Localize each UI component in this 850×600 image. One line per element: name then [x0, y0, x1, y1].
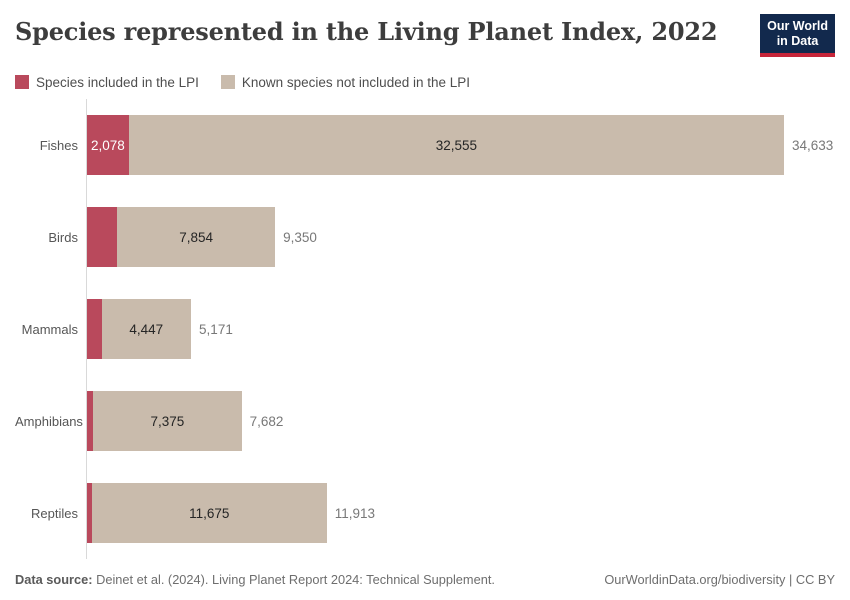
- chart-row-amphibians: Amphibians 7,375 7,682: [15, 375, 835, 467]
- data-source-label: Data source:: [15, 572, 93, 587]
- chart-row-birds: Birds 7,854 9,350: [15, 191, 835, 283]
- total-value-label: 5,171: [199, 321, 233, 337]
- legend-label: Species included in the LPI: [36, 74, 199, 90]
- chart-row-mammals: Mammals 4,447 5,171: [15, 283, 835, 375]
- total-value-label: 11,913: [334, 505, 376, 521]
- bar-segment-not-included[interactable]: 32,555: [128, 115, 784, 175]
- plot-area: 4,447 5,171: [86, 283, 835, 375]
- chart-header: Species represented in the Living Planet…: [15, 14, 835, 62]
- plot-area: 11,675 11,913: [86, 467, 835, 559]
- legend-swatch-icon: [15, 75, 29, 89]
- data-source: Data source: Deinet et al. (2024). Livin…: [15, 572, 495, 587]
- total-value-label: 7,682: [249, 413, 284, 429]
- data-source-text: Deinet et al. (2024). Living Planet Repo…: [92, 572, 495, 587]
- category-label: Amphibians: [15, 413, 83, 429]
- stacked-bar: 2,078 32,555: [87, 115, 784, 175]
- category-label: Fishes: [39, 137, 78, 153]
- category-label: Birds: [48, 229, 78, 245]
- plot-area: 7,854 9,350: [86, 191, 835, 283]
- stacked-bar: 11,675: [87, 483, 327, 543]
- credit-link[interactable]: OurWorldinData.org/biodiversity | CC BY: [604, 572, 835, 587]
- plot-area: 7,375 7,682: [86, 375, 835, 467]
- bar-segment-not-included[interactable]: 7,854: [117, 207, 276, 267]
- owid-logo[interactable]: Our World in Data: [760, 14, 835, 57]
- legend-item-1[interactable]: Known species not included in the LPI: [220, 74, 471, 90]
- stacked-bar: 4,447: [87, 299, 192, 359]
- bar-segment-not-included[interactable]: 7,375: [93, 391, 242, 451]
- legend-label: Known species not included in the LPI: [241, 74, 471, 90]
- legend-swatch-icon: [220, 75, 235, 89]
- legend: Species included in the LPI Known species…: [15, 74, 835, 90]
- bar-segment-included[interactable]: [87, 483, 92, 543]
- stacked-bar-chart: Fishes 2,078 32,555 34,633 Birds 7,854 9,350 Ma…: [15, 99, 835, 559]
- bar-segment-included[interactable]: [87, 299, 102, 359]
- owid-logo-line1: Our World: [767, 19, 828, 33]
- bar-segment-not-included[interactable]: 11,675: [91, 483, 327, 543]
- page-title: Species represented in the Living Planet…: [15, 17, 718, 46]
- chart-footer: Data source: Deinet et al. (2024). Livin…: [15, 572, 835, 587]
- legend-item-0[interactable]: Species included in the LPI: [15, 75, 199, 90]
- category-label: Reptiles: [31, 505, 78, 521]
- total-value-label: 9,350: [283, 229, 317, 245]
- chart-row-fishes: Fishes 2,078 32,555 34,633: [15, 99, 835, 191]
- bar-segment-not-included[interactable]: 4,447: [101, 299, 192, 359]
- bar-segment-included[interactable]: [87, 391, 94, 451]
- total-value-label: 34,633: [791, 137, 834, 153]
- chart-row-reptiles: Reptiles 11,675 11,913: [15, 467, 835, 559]
- category-label: Mammals: [21, 321, 78, 337]
- bar-segment-included[interactable]: [87, 207, 118, 267]
- owid-logo-line2: in Data: [776, 34, 819, 49]
- stacked-bar: 7,375: [87, 391, 242, 451]
- plot-area: 2,078 32,555 34,633: [86, 99, 835, 191]
- bar-segment-included[interactable]: 2,078: [87, 115, 129, 175]
- stacked-bar: 7,854: [87, 207, 276, 267]
